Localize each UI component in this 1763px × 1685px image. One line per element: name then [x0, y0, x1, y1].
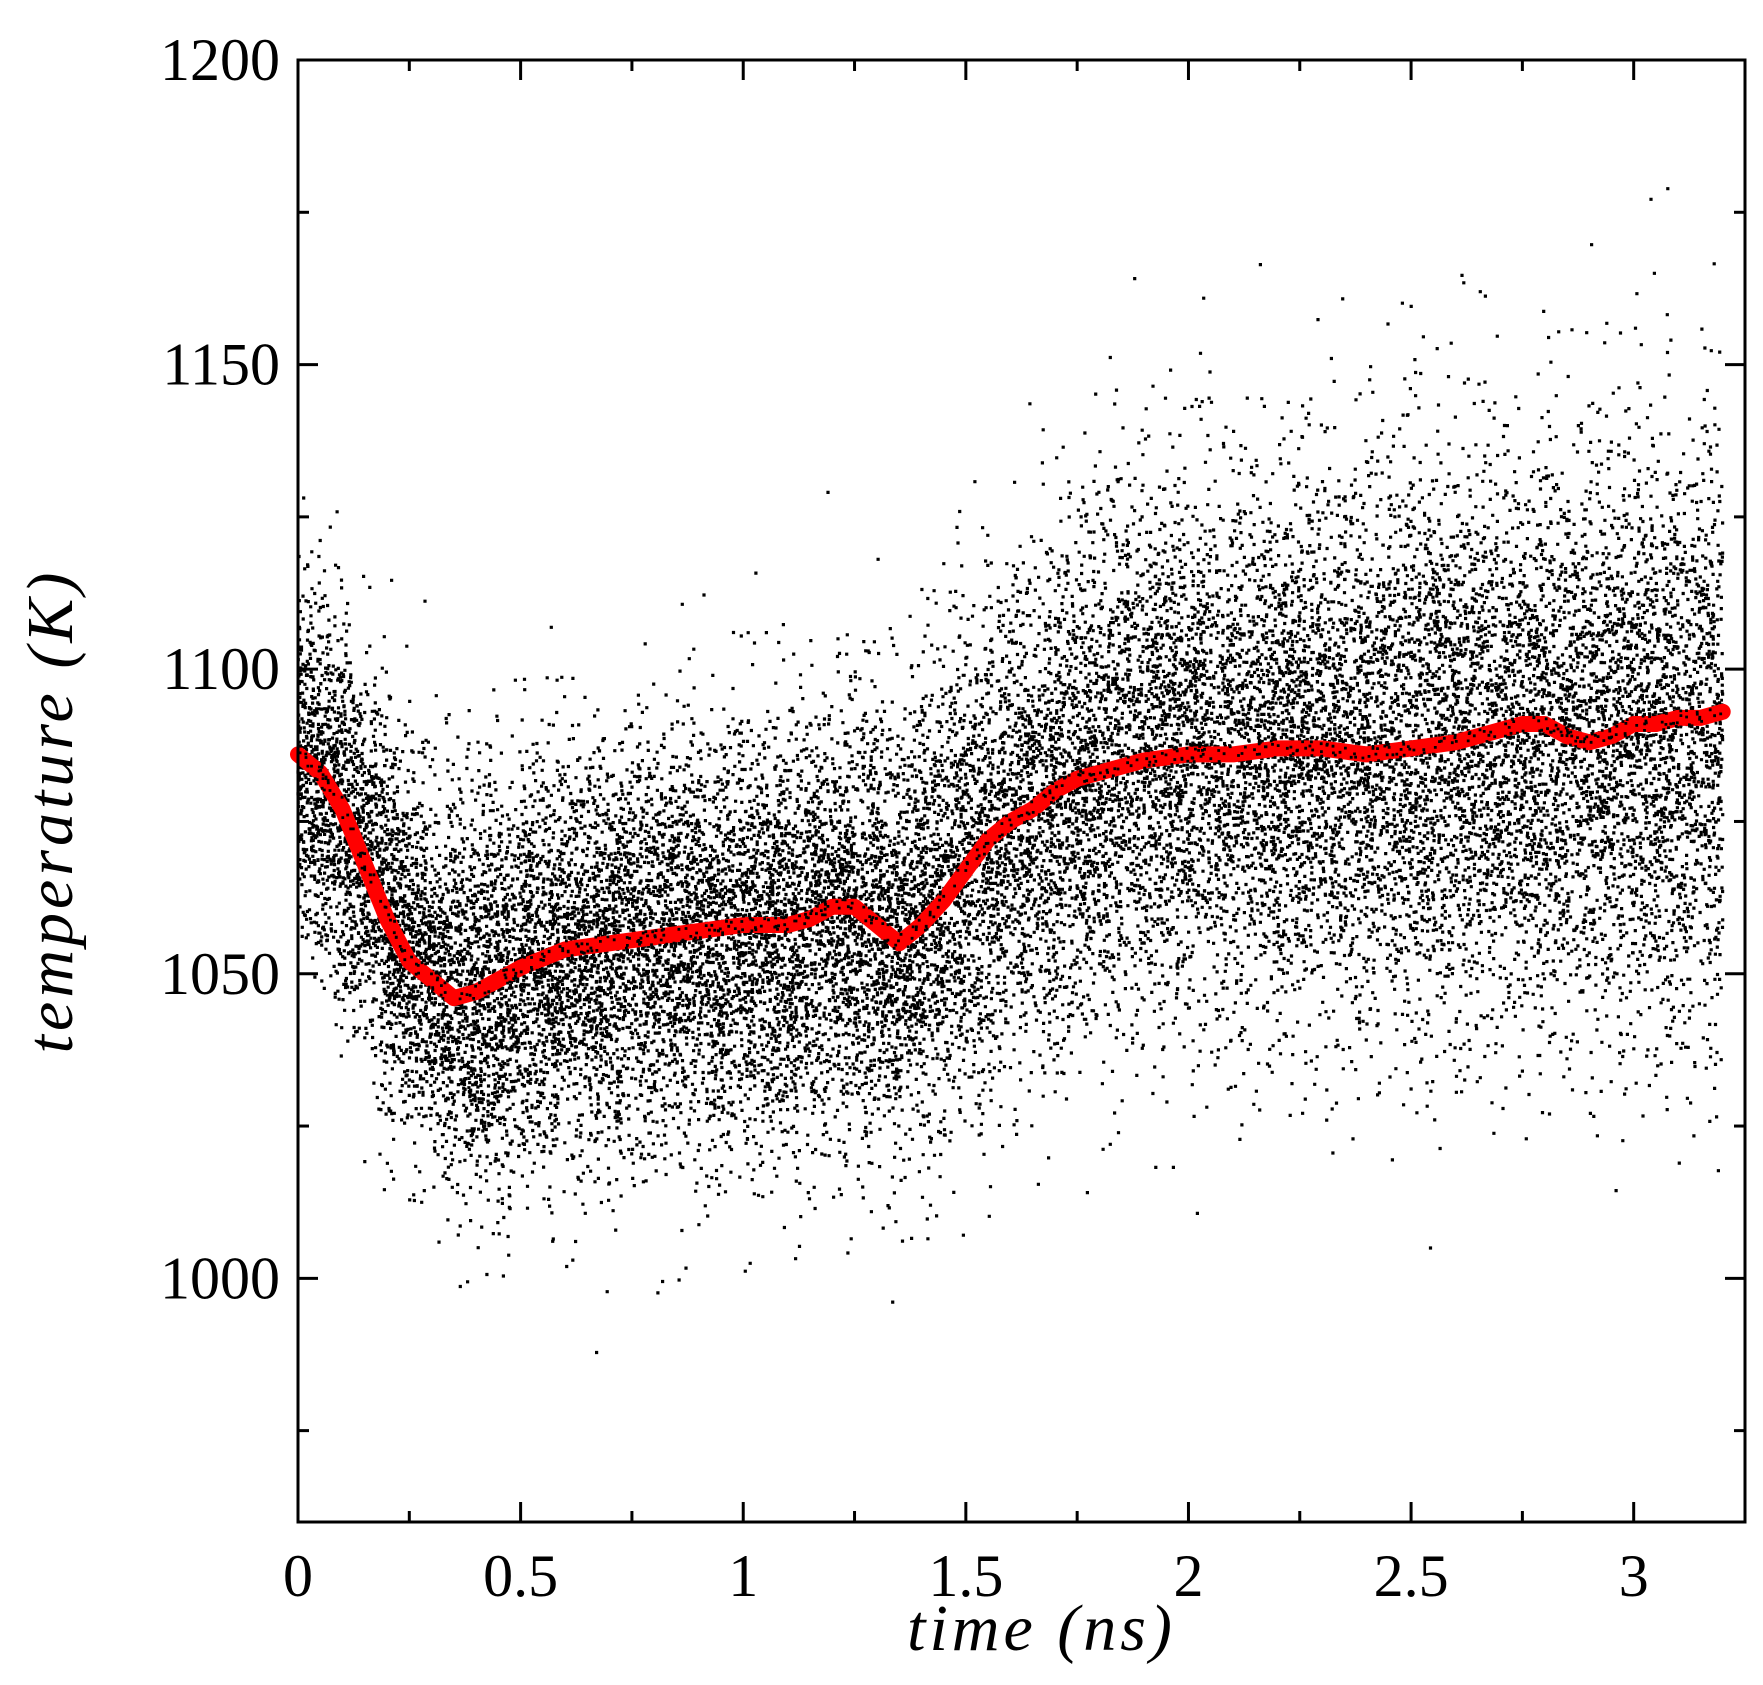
y-axis-title: temperature (K)	[14, 569, 87, 1054]
y-tick-label: 1050	[160, 941, 280, 1007]
x-tick-label: 3	[1619, 1543, 1649, 1609]
running-average-band	[290, 703, 1731, 1007]
y-tick-label: 1200	[160, 27, 280, 93]
y-tick-labels: 1000 1050 1100 1150 1200	[160, 27, 280, 1311]
y-tick-label: 1100	[162, 636, 280, 702]
scatter-points	[296, 187, 1725, 1355]
running-average-line	[290, 698, 1731, 1010]
x-tick-labels: 0 0.5 1 1.5 2 2.5 3	[283, 1543, 1649, 1609]
x-tick-label: 2.5	[1374, 1543, 1449, 1609]
running-average-speckle	[298, 698, 1724, 1010]
x-tick-label: 0.5	[483, 1543, 558, 1609]
x-tick-label: 1.5	[928, 1543, 1003, 1609]
scatter-point-cloud	[296, 187, 1725, 1355]
x-tick-label: 1	[728, 1543, 758, 1609]
y-tick-label: 1000	[160, 1245, 280, 1311]
y-tick-label: 1150	[162, 332, 280, 398]
x-tick-label: 0	[283, 1543, 313, 1609]
plot-frame	[296, 58, 1747, 1524]
x-tick-label: 2	[1173, 1543, 1203, 1609]
x-axis-title: time (ns)	[907, 1592, 1176, 1665]
